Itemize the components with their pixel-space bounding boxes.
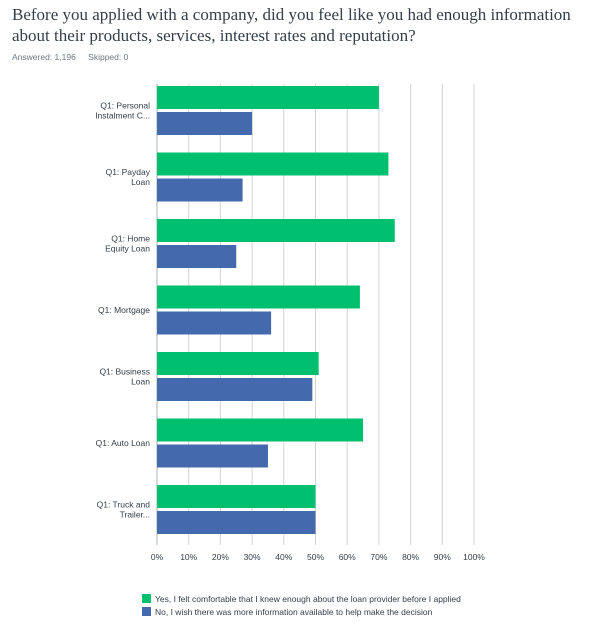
- bar-no: [157, 511, 316, 534]
- x-tick-label: 50%: [307, 552, 324, 562]
- category-label: Equity Loan: [105, 244, 150, 254]
- category-label: Q1: Auto Loan: [96, 438, 151, 448]
- category-label: Trailer...: [120, 510, 150, 520]
- legend-item-yes: Yes, I felt comfortable that I knew enou…: [142, 592, 461, 605]
- bar-chart: 0% 10% 20% 30% 40% 50% 60% 70% 80% 90% 100% Q1: Per…: [95, 84, 485, 562]
- category-label: Q1: Payday: [106, 167, 151, 177]
- x-tick-label: 60%: [339, 552, 356, 562]
- x-tick-label: 0%: [151, 552, 164, 562]
- chart-legend: Yes, I felt comfortable that I knew enou…: [142, 592, 461, 618]
- bar-yes: [157, 485, 316, 508]
- bar-yes: [157, 219, 395, 242]
- legend-label-yes: Yes, I felt comfortable that I knew enou…: [155, 593, 461, 604]
- bar-yes: [157, 285, 360, 309]
- legend-swatch-no: [142, 607, 151, 616]
- category-label: Loan: [131, 177, 150, 187]
- legend-item-no: No, I wish there was more information av…: [142, 605, 461, 618]
- response-stats: Answered: 1,196 Skipped: 0: [12, 52, 138, 62]
- bar-no: [157, 311, 272, 335]
- legend-label-no: No, I wish there was more information av…: [155, 606, 433, 617]
- bar-yes: [157, 86, 379, 109]
- x-tick-label: 70%: [370, 552, 387, 562]
- bar-no: [157, 245, 237, 268]
- x-tick-label: 30%: [244, 552, 261, 562]
- bar-yes: [157, 418, 364, 442]
- bar-no: [157, 112, 253, 135]
- bar-yes: [157, 352, 319, 375]
- bar-no: [157, 378, 313, 401]
- category-label: Q1: Truck and: [97, 500, 151, 510]
- category-label: Instalment C...: [95, 111, 150, 121]
- x-tick-label: 40%: [275, 552, 292, 562]
- category-label: Q1: Personal: [100, 101, 150, 111]
- x-tick-label: 90%: [434, 552, 451, 562]
- category-label: Q1: Home: [111, 234, 150, 244]
- legend-swatch-yes: [142, 594, 151, 603]
- question-title: Before you applied with a company, did y…: [12, 5, 571, 45]
- category-label: Loan: [131, 377, 150, 387]
- category-label: Q1: Business: [99, 367, 150, 377]
- bar-yes: [157, 152, 389, 176]
- skipped-count: Skipped: 0: [88, 52, 129, 62]
- category-label: Q1: Mortgage: [98, 305, 150, 315]
- x-tick-label: 80%: [402, 552, 419, 562]
- x-tick-label: 10%: [180, 552, 197, 562]
- bar-no: [157, 444, 268, 468]
- x-tick-label: 100%: [463, 552, 485, 562]
- x-tick-label: 20%: [212, 552, 229, 562]
- answered-count: Answered: 1,196: [12, 52, 76, 62]
- bar-no: [157, 178, 243, 202]
